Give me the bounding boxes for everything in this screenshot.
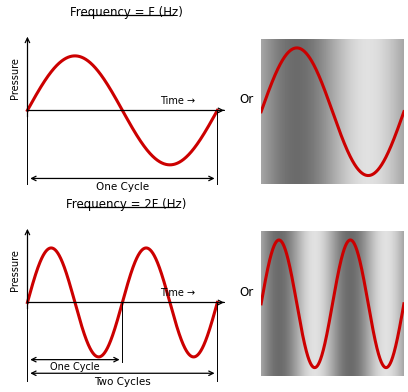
Text: Pressure: Pressure (10, 249, 20, 291)
Text: Time →: Time → (160, 96, 195, 106)
Text: Time →: Time → (160, 288, 195, 298)
Text: One Cycle: One Cycle (96, 182, 149, 192)
Text: One Cycle: One Cycle (50, 362, 100, 372)
Text: Or: Or (240, 285, 254, 299)
Text: Pressure: Pressure (10, 57, 20, 99)
Text: Frequency = 2F (Hz): Frequency = 2F (Hz) (66, 198, 187, 211)
Text: Two Cycles: Two Cycles (94, 377, 151, 387)
Text: Frequency = F (Hz): Frequency = F (Hz) (70, 6, 183, 19)
Text: Or: Or (240, 93, 254, 107)
